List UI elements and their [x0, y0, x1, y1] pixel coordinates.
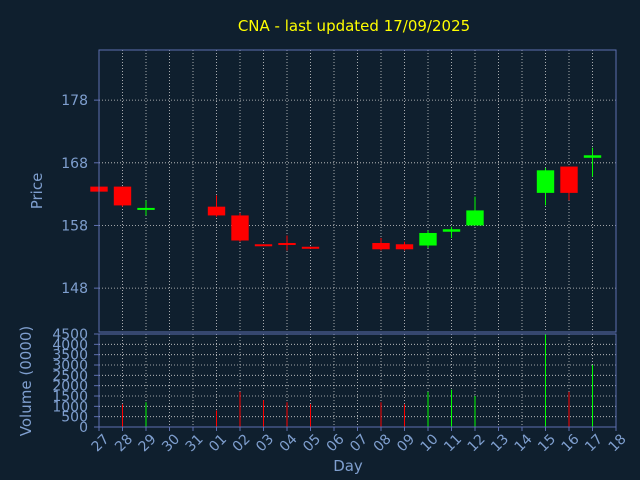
volume-tick-label: 500: [61, 410, 88, 426]
candle-body: [536, 170, 555, 193]
candle-body: [583, 155, 602, 158]
volume-tick-label: 3500: [52, 348, 88, 364]
volume-tick-label: 4000: [52, 337, 88, 353]
candle-body: [137, 207, 155, 210]
volume-tick-label: 1500: [52, 389, 88, 405]
candle-body: [442, 229, 461, 232]
candle-body: [278, 243, 296, 246]
volume-tick-label: 2500: [52, 368, 88, 384]
candle-body: [395, 244, 414, 250]
candle-body: [254, 244, 273, 247]
candle-body: [113, 186, 132, 206]
candle-body: [560, 166, 578, 193]
candle-body: [466, 210, 484, 226]
price-tick-label: 178: [61, 93, 88, 109]
volume-grid: [99, 334, 616, 427]
volume-bars-group: [122, 334, 593, 427]
volume-tick-label: 1000: [52, 399, 88, 415]
price-tick-label: 168: [61, 156, 88, 172]
candle-body: [231, 215, 249, 241]
price-axis-ticks: 148 158 168 178: [61, 93, 99, 297]
volume-axis-label: Volume (0000): [17, 326, 35, 436]
x-axis-label: Day: [333, 457, 363, 475]
candle-body: [372, 243, 390, 250]
price-tick-label: 158: [61, 218, 88, 234]
price-tick-label: 148: [61, 281, 88, 297]
candle-body: [419, 232, 437, 246]
volume-tick-label: 0: [79, 420, 88, 436]
candle-body: [207, 206, 226, 216]
candle-body: [301, 246, 320, 249]
volume-tick-label: 3000: [52, 358, 88, 374]
price-panel-frame: [98, 49, 617, 333]
volume-tick-label: 2000: [52, 379, 88, 395]
price-axis-label: Price: [28, 173, 46, 210]
volume-tick-label: 4500: [52, 327, 88, 343]
chart-title: CNA - last updated 17/09/2025: [238, 17, 470, 35]
